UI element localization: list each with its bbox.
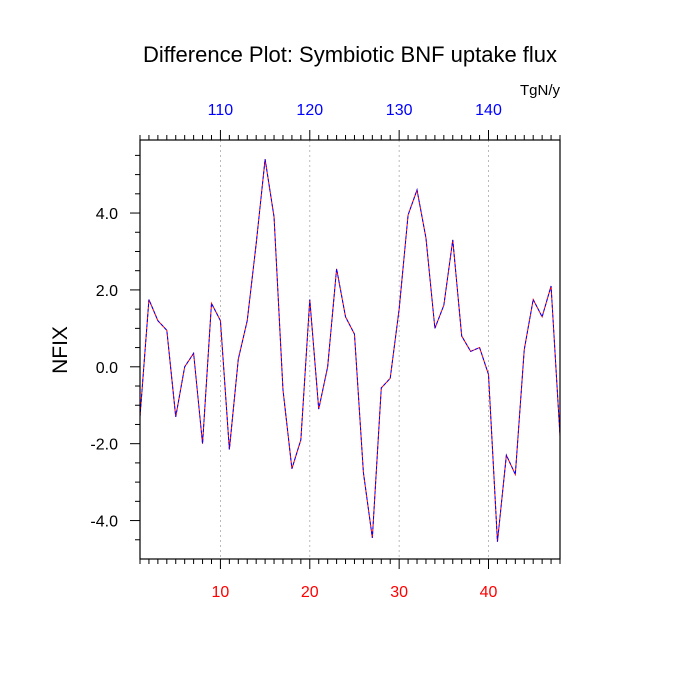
y-tick-label: 4.0 [96, 206, 118, 223]
series-line-blue [139, 159, 561, 542]
y-tick-label: -2.0 [90, 437, 118, 454]
x-tick-label-bottom: 30 [390, 584, 408, 601]
y-axis-label: NFIX [49, 326, 72, 374]
tick-labels: -4.0 -2.0 0.0 2.0 4.0 10 20 30 40 110 120 130 140 [90, 102, 502, 601]
y-tick-label: 0.0 [96, 360, 118, 377]
x-tick-label-top: 130 [386, 102, 413, 119]
x-tick-label-bottom: 40 [480, 584, 498, 601]
x-tick-label-bottom: 20 [301, 584, 319, 601]
x-tick-label-bottom: 10 [212, 584, 230, 601]
x-tick-label-top: 110 [208, 102, 234, 119]
x-tick-label-top: 140 [475, 102, 502, 119]
y-tick-label: 2.0 [96, 283, 118, 300]
units-label: TgN/y [520, 82, 561, 99]
plot-frame [139, 139, 561, 560]
y-tick-label: -4.0 [90, 514, 118, 531]
series-line-red [139, 159, 561, 542]
chart-title: Difference Plot: Symbiotic BNF uptake fl… [143, 42, 557, 67]
axis-ticks [130, 130, 561, 569]
data-series [139, 159, 561, 542]
x-tick-label-top: 120 [296, 102, 323, 119]
